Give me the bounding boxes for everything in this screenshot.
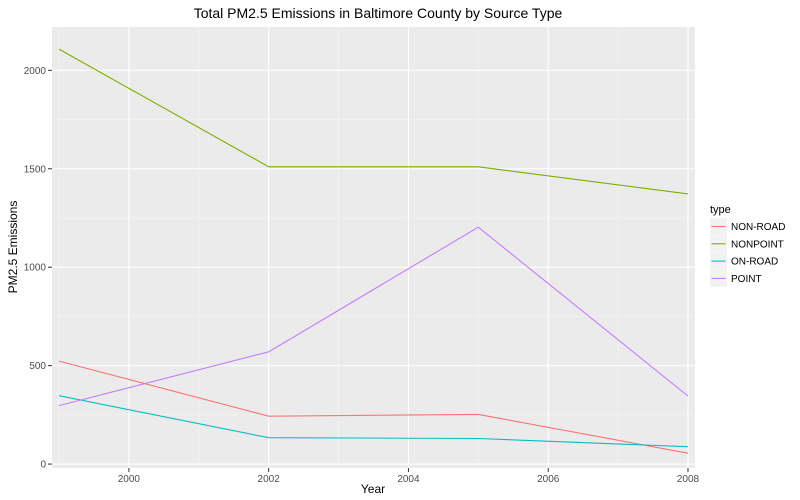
legend-item-nonpoint: NONPOINT [710, 235, 784, 253]
series-lines [58, 48, 689, 454]
chart-title: Total PM2.5 Emissions in Baltimore Count… [194, 5, 563, 21]
series-line-on-road [58, 395, 689, 448]
y-tick-label: 1000 [24, 263, 47, 274]
x-tick-label: 2002 [258, 474, 281, 485]
legend-title: type [710, 204, 731, 216]
plot-panel [52, 27, 695, 468]
legend: type NON-ROAD NONPOINT ON-ROAD POINT [710, 204, 785, 287]
x-tick-label: 2006 [537, 474, 560, 485]
series-line-point [58, 226, 689, 407]
legend-items: NON-ROAD NONPOINT ON-ROAD POINT [710, 218, 785, 287]
x-tick-label: 2008 [677, 474, 700, 485]
x-axis-ticks: 2000 2002 2004 2006 2008 [118, 468, 700, 485]
grid-lines [52, 27, 695, 468]
y-axis-title: PM2.5 Emissions [6, 201, 20, 294]
series-line-non-road [58, 360, 689, 454]
series-line-nonpoint [58, 48, 689, 195]
y-axis-ticks: 0 500 1000 1500 2000 [24, 66, 52, 471]
y-tick-label: 500 [29, 361, 46, 372]
legend-label: ON-ROAD [731, 257, 778, 268]
legend-item-non-road: NON-ROAD [710, 218, 785, 235]
y-tick-label: 0 [40, 460, 46, 471]
x-axis-title: Year [361, 482, 385, 496]
y-tick-label: 2000 [24, 66, 47, 77]
legend-label: POINT [731, 274, 762, 285]
legend-label: NONPOINT [731, 239, 784, 250]
y-tick-label: 1500 [24, 164, 47, 175]
x-tick-label: 2000 [118, 474, 141, 485]
legend-label: NON-ROAD [731, 222, 785, 233]
x-tick-label: 2004 [397, 474, 420, 485]
legend-item-point: POINT [710, 269, 762, 287]
legend-item-on-road: ON-ROAD [710, 252, 778, 270]
